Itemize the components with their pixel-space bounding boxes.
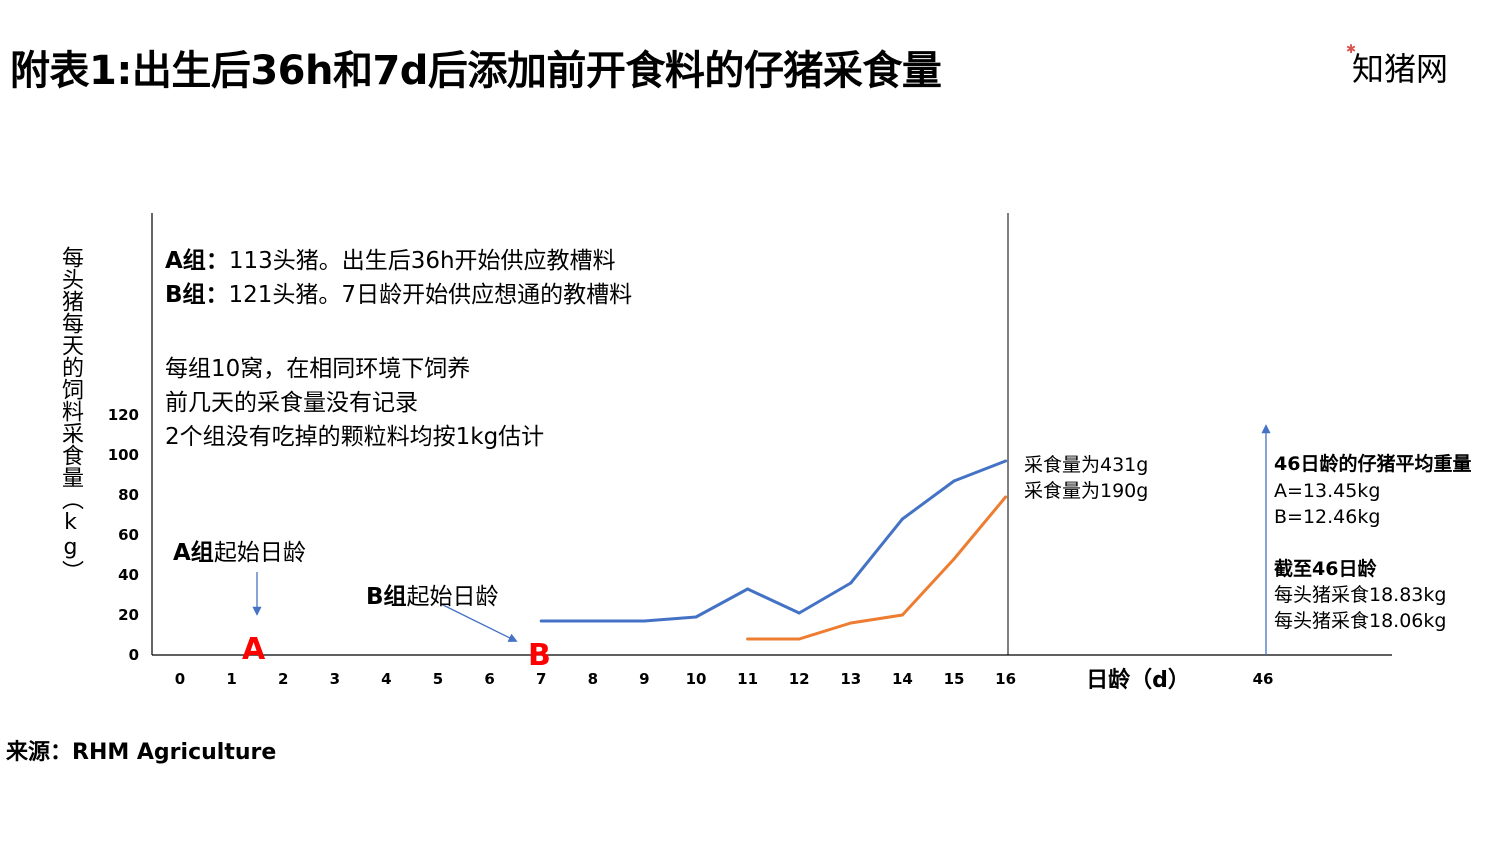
data-point-a	[901, 518, 904, 521]
data-point-b	[746, 638, 749, 641]
day46-intake-b: 每头猪采食18.06kg	[1274, 608, 1446, 634]
y-ticks: 0 20 40 60 80 100 120	[108, 406, 139, 664]
day46-heading-2: 截至46日龄	[1274, 556, 1376, 582]
group-a-note: A组：113头猪。出生后36h开始供应教槽料	[165, 244, 616, 278]
x-tick-label: 10	[686, 670, 707, 688]
group-b-prefix: B组	[165, 282, 206, 308]
group-a-sep: ：	[206, 248, 229, 274]
day46-weight-a: A=13.45kg	[1274, 478, 1380, 504]
x-tick-label: 15	[944, 670, 965, 688]
x-tick-label: 46	[1253, 670, 1274, 688]
marker-b: B	[528, 638, 551, 673]
note-line-4: 前几天的采食量没有记录	[165, 386, 418, 420]
data-point-b	[798, 638, 801, 641]
y-tick-label: 40	[118, 566, 139, 584]
group-a-prefix: A组	[165, 248, 206, 274]
data-point-a	[849, 582, 852, 585]
group-b-start-group: B组	[366, 584, 407, 610]
data-point-a	[798, 612, 801, 615]
y-tick-label: 80	[118, 486, 139, 504]
data-point-a	[1004, 460, 1007, 463]
day46-weight-b: B=12.46kg	[1274, 504, 1380, 530]
y-tick-label: 60	[118, 526, 139, 544]
source-note: 来源：RHM Agriculture	[6, 734, 276, 766]
x-tick-label: 11	[737, 670, 758, 688]
data-point-b	[901, 614, 904, 617]
x-tick-label: 0	[175, 670, 185, 688]
group-a-start-label: A组起始日龄	[173, 533, 306, 567]
group-b-sep: ：	[206, 282, 229, 308]
x-tick-label: 8	[588, 670, 598, 688]
group-b-text: 121头猪。7日龄开始供应想通的教槽料	[229, 282, 633, 308]
end-label-b: 采食量为190g	[1024, 478, 1148, 504]
data-point-a	[540, 620, 543, 623]
x-tick-label: 5	[433, 670, 443, 688]
y-tick-label: 20	[118, 606, 139, 624]
note-line-5: 2个组没有吃掉的颗粒料均按1kg估计	[165, 420, 544, 454]
data-point-a	[695, 616, 698, 619]
data-point-a	[643, 620, 646, 623]
x-tick-label: 6	[484, 670, 494, 688]
x-axis-label: 日龄（d）	[1086, 667, 1190, 693]
group-b-note: B组：121头猪。7日龄开始供应想通的教槽料	[165, 278, 632, 312]
data-point-a	[746, 588, 749, 591]
x-tick-label: 14	[892, 670, 913, 688]
y-tick-label: 100	[108, 446, 139, 464]
data-point-b	[953, 558, 956, 561]
x-tick-label: 2	[278, 670, 288, 688]
day46-intake-a: 每头猪采食18.83kg	[1274, 582, 1446, 608]
y-tick-label: 120	[108, 406, 139, 424]
y-tick-label: 0	[129, 646, 139, 664]
group-a-start-suffix: 起始日龄	[214, 540, 306, 566]
x-tick-label: 13	[840, 670, 861, 688]
group-a-start-group: A组	[173, 540, 214, 566]
marker-a: A	[242, 632, 265, 667]
data-point-a	[591, 620, 594, 623]
chart-series	[540, 460, 1007, 641]
series-line-b	[748, 497, 1006, 639]
group-b-start-label: B组起始日龄	[366, 577, 499, 611]
group-b-start-suffix: 起始日龄	[407, 584, 499, 610]
data-point-a	[953, 480, 956, 483]
x-tick-label: 16	[995, 670, 1016, 688]
x-tick-label: 12	[789, 670, 810, 688]
data-point-b	[849, 622, 852, 625]
group-a-text: 113头猪。出生后36h开始供应教槽料	[229, 248, 616, 274]
data-point-b	[1004, 496, 1007, 499]
day46-heading: 46日龄的仔猪平均重量	[1274, 451, 1471, 477]
series-line-a	[541, 461, 1005, 621]
note-line-3: 每组10窝，在相同环境下饲养	[165, 352, 470, 386]
x-tick-label: 3	[330, 670, 340, 688]
end-label-a: 采食量为431g	[1024, 452, 1148, 478]
x-tick-label: 1	[226, 670, 236, 688]
x-tick-label: 9	[639, 670, 649, 688]
x-tick-label: 4	[381, 670, 391, 688]
